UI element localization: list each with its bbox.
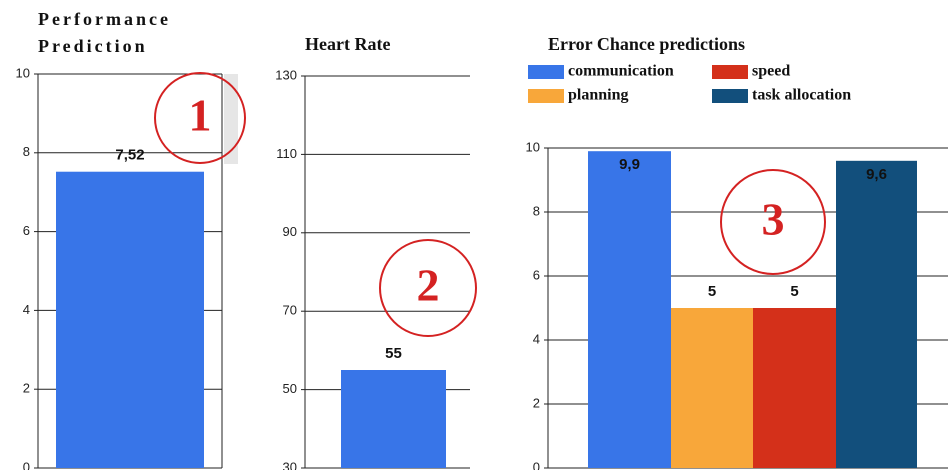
data-label: 7,52 [115, 147, 144, 164]
y-tick-label: 8 [23, 144, 30, 159]
annotation: 2 [417, 260, 440, 311]
scroll-strip [224, 74, 238, 164]
legend-swatch [712, 65, 748, 79]
y-tick-label: 130 [275, 67, 297, 82]
annotation: 1 [189, 90, 212, 141]
y-tick-label: 4 [533, 331, 540, 346]
y-tick-label: 6 [23, 223, 30, 238]
bar [341, 370, 446, 468]
y-tick-label: 6 [533, 267, 540, 282]
data-label: 55 [385, 345, 402, 362]
y-tick-label: 2 [23, 381, 30, 396]
legend-label: task allocation [752, 87, 851, 104]
bar [836, 160, 917, 469]
legend-label: speed [752, 63, 790, 80]
data-label: 5 [790, 283, 798, 300]
y-tick-label: 0 [23, 459, 30, 470]
annotation: 3 [762, 194, 785, 245]
bar [753, 308, 836, 468]
y-tick-label: 10 [16, 65, 30, 80]
y-tick-label: 10 [526, 139, 540, 154]
annotation-circle [720, 169, 826, 275]
y-tick-label: 2 [533, 395, 540, 410]
annotation-circle [379, 239, 477, 337]
chart-title: Error Chance predictions [548, 34, 745, 54]
data-label: 9,9 [619, 156, 640, 173]
data-label: 9,6 [866, 166, 887, 183]
bar [671, 308, 753, 468]
chart-title: Heart Rate [305, 34, 391, 54]
annotation-circle [154, 72, 246, 164]
y-tick-label: 8 [533, 203, 540, 218]
data-label: 5 [708, 283, 716, 300]
legend-swatch [528, 89, 564, 103]
y-tick-label: 30 [283, 459, 297, 470]
y-tick-label: 90 [283, 224, 297, 239]
y-tick-label: 110 [276, 146, 297, 161]
bar [56, 171, 204, 468]
y-tick-label: 0 [533, 459, 540, 470]
chart-title: Performance Prediction [38, 9, 171, 56]
y-tick-label: 70 [283, 303, 297, 318]
legend-label: planning [568, 87, 628, 104]
bar [588, 151, 671, 468]
legend-swatch [712, 89, 748, 103]
legend-label: communication [568, 63, 674, 80]
y-tick-label: 50 [283, 381, 297, 396]
legend-swatch [528, 65, 564, 79]
y-tick-label: 4 [23, 302, 30, 317]
